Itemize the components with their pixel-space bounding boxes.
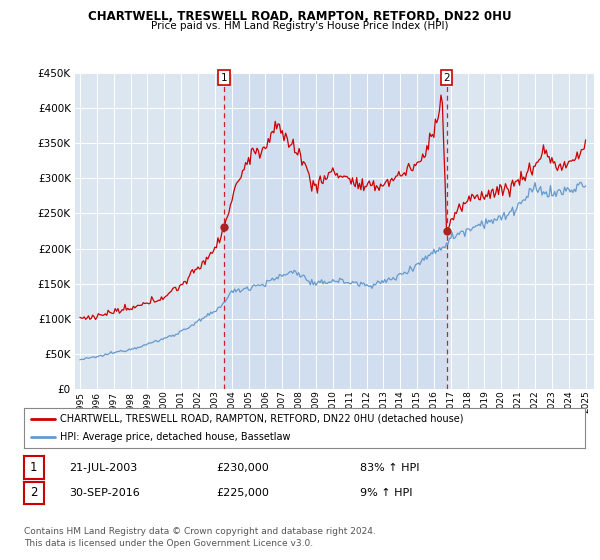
Text: CHARTWELL, TRESWELL ROAD, RAMPTON, RETFORD, DN22 0HU (detached house): CHARTWELL, TRESWELL ROAD, RAMPTON, RETFO… xyxy=(61,414,464,423)
Text: 1: 1 xyxy=(221,73,227,83)
Text: 2: 2 xyxy=(443,73,450,83)
Bar xyxy=(224,73,446,389)
Text: 1: 1 xyxy=(30,461,38,474)
Text: 21-JUL-2003: 21-JUL-2003 xyxy=(69,463,137,473)
Text: Price paid vs. HM Land Registry's House Price Index (HPI): Price paid vs. HM Land Registry's House … xyxy=(151,21,449,31)
Text: 2: 2 xyxy=(30,486,38,500)
Text: CHARTWELL, TRESWELL ROAD, RAMPTON, RETFORD, DN22 0HU: CHARTWELL, TRESWELL ROAD, RAMPTON, RETFO… xyxy=(88,10,512,23)
Text: 83% ↑ HPI: 83% ↑ HPI xyxy=(360,463,419,473)
Text: This data is licensed under the Open Government Licence v3.0.: This data is licensed under the Open Gov… xyxy=(24,539,313,548)
Text: HPI: Average price, detached house, Bassetlaw: HPI: Average price, detached house, Bass… xyxy=(61,432,291,442)
Text: £230,000: £230,000 xyxy=(216,463,269,473)
Text: Contains HM Land Registry data © Crown copyright and database right 2024.: Contains HM Land Registry data © Crown c… xyxy=(24,528,376,536)
Text: 9% ↑ HPI: 9% ↑ HPI xyxy=(360,488,413,498)
Text: £225,000: £225,000 xyxy=(216,488,269,498)
Text: 30-SEP-2016: 30-SEP-2016 xyxy=(69,488,140,498)
